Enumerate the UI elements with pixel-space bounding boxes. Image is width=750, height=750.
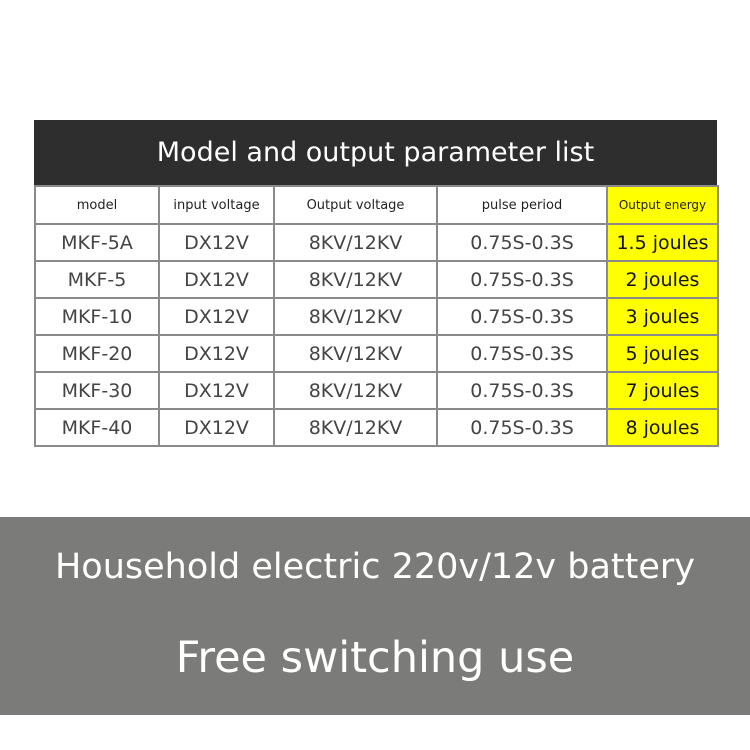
table-cell: 0.75S-0.3S [436, 223, 608, 262]
table-cell: DX12V [158, 408, 275, 447]
table-cell: 8KV/12KV [273, 371, 438, 410]
header-row: model input voltage Output voltage pulse pe… [34, 185, 719, 225]
table-cell: DX12V [158, 371, 275, 410]
table-row: MKF-30 DX12V 8KV/12KV 0.75S-0.3S 7 joules [34, 371, 719, 410]
table-cell: DX12V [158, 334, 275, 373]
table-cell: DX12V [158, 297, 275, 336]
table-cell: MKF-30 [34, 371, 160, 410]
table-cell: 8KV/12KV [273, 408, 438, 447]
column-header: pulse period [436, 185, 608, 225]
table-row: MKF-5 DX12V 8KV/12KV 0.75S-0.3S 2 joules [34, 260, 719, 299]
table-cell: 0.75S-0.3S [436, 371, 608, 410]
table-cell: 0.75S-0.3S [436, 334, 608, 373]
table-row: MKF-20 DX12V 8KV/12KV 0.75S-0.3S 5 joules [34, 334, 719, 373]
column-header: model [34, 185, 160, 225]
column-header: Output energy [606, 185, 719, 225]
table-row: MKF-10 DX12V 8KV/12KV 0.75S-0.3S 3 joules [34, 297, 719, 336]
table-cell: 0.75S-0.3S [436, 297, 608, 336]
table-cell: MKF-40 [34, 408, 160, 447]
table-cell: 0.75S-0.3S [436, 260, 608, 299]
parameter-table: Model and output parameter list model inp… [34, 120, 719, 447]
table-cell: 8KV/12KV [273, 223, 438, 262]
table-cell: DX12V [158, 223, 275, 262]
table-cell: 3 joules [606, 297, 719, 336]
banner: Household electric 220v/12v battery Free… [0, 517, 750, 715]
table-cell: 7 joules [606, 371, 719, 410]
table-cell: DX12V [158, 260, 275, 299]
table-cell: 8KV/12KV [273, 297, 438, 336]
table-row: MKF-5A DX12V 8KV/12KV 0.75S-0.3S 1.5 joules [34, 223, 719, 262]
table-cell: MKF-10 [34, 297, 160, 336]
table-cell: 8KV/12KV [273, 260, 438, 299]
banner-line-1: Household electric 220v/12v battery [54, 547, 695, 587]
column-header: input voltage [158, 185, 275, 225]
banner-line-2: Free switching use [175, 633, 575, 683]
table-title: Model and output parameter list [34, 120, 717, 185]
table-row: MKF-40 DX12V 8KV/12KV 0.75S-0.3S 8 joules [34, 408, 719, 447]
column-header: Output voltage [273, 185, 438, 225]
table-cell: 8 joules [606, 408, 719, 447]
table-cell: MKF-5 [34, 260, 160, 299]
table-cell: MKF-20 [34, 334, 160, 373]
table-cell: 8KV/12KV [273, 334, 438, 373]
table-cell: 1.5 joules [606, 223, 719, 262]
table-cell: 5 joules [606, 334, 719, 373]
table-cell: 0.75S-0.3S [436, 408, 608, 447]
table-cell: 2 joules [606, 260, 719, 299]
table-cell: MKF-5A [34, 223, 160, 262]
